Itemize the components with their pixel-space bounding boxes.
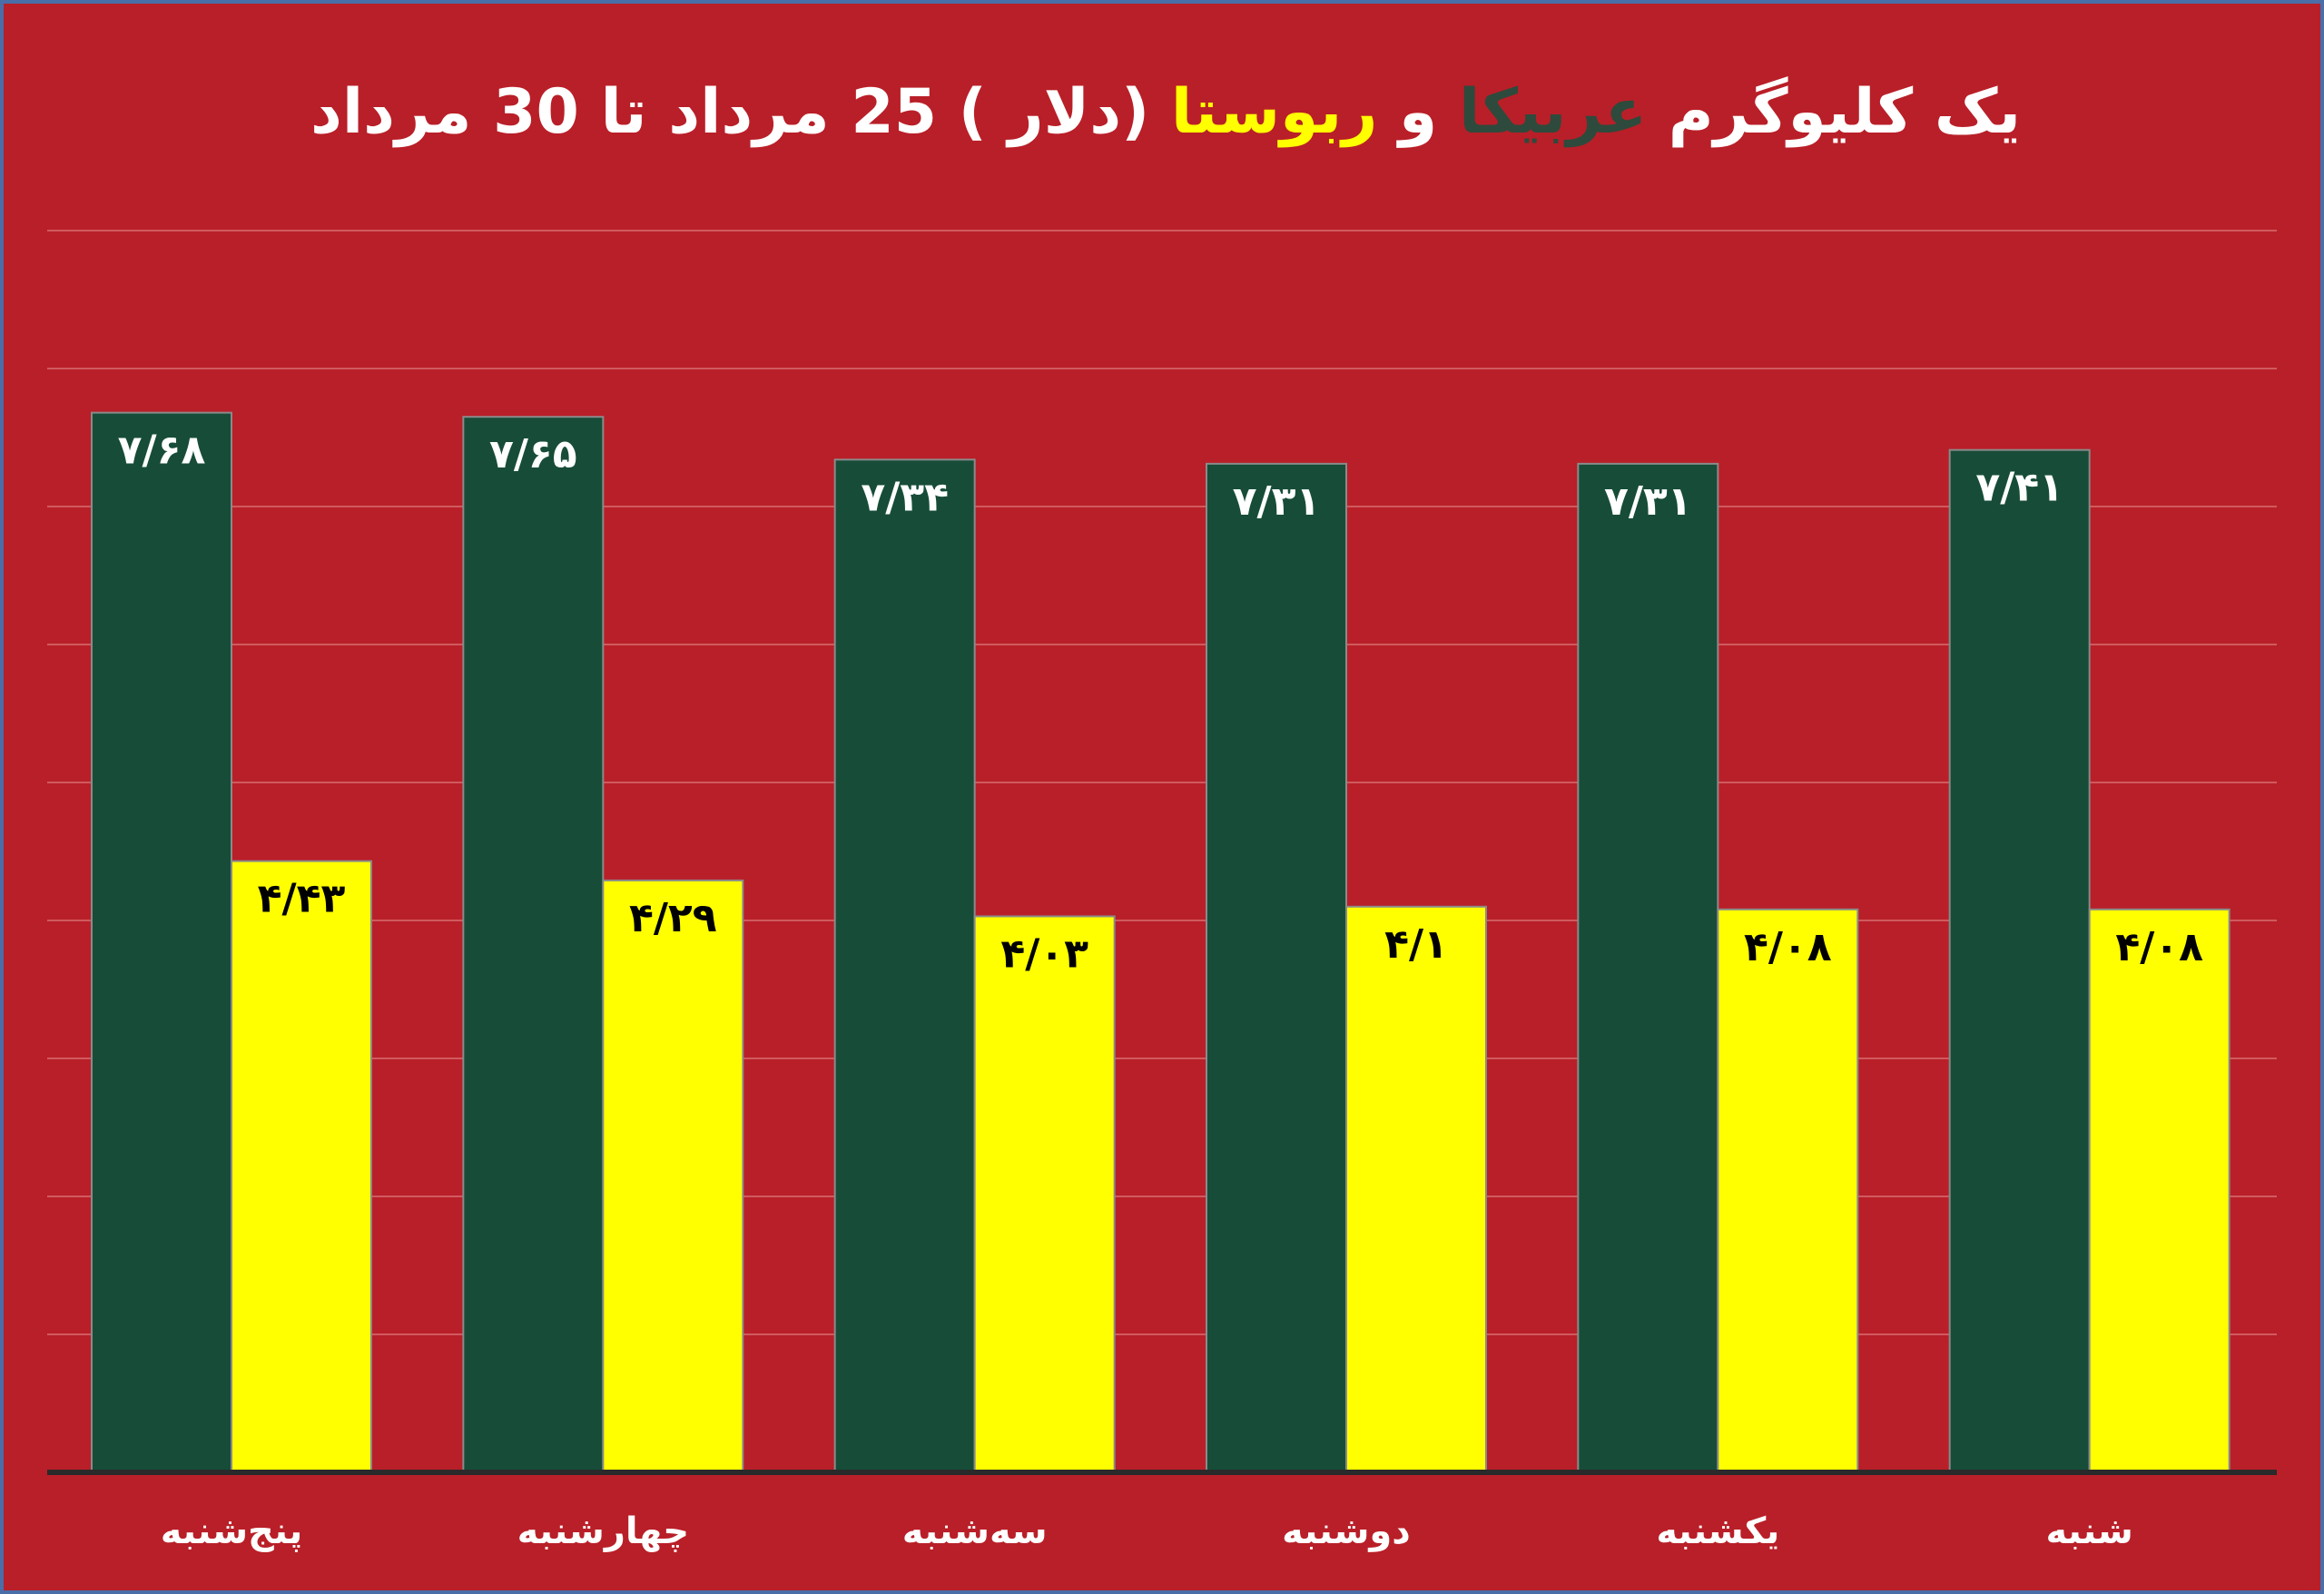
data-label-robusta: ۴/۴۳ xyxy=(258,876,346,922)
gridlines xyxy=(47,230,2277,1335)
data-label-arabica: ۷/۶۸ xyxy=(118,428,206,474)
data-label-robusta: ۴/۲۹ xyxy=(629,895,717,941)
bar-arabica xyxy=(1206,462,1347,1473)
bar-arabica xyxy=(1948,448,2091,1473)
bar-robusta xyxy=(602,879,744,1473)
data-label-robusta: ۴/۰۸ xyxy=(2115,924,2203,970)
x-tick-label: چهارشنبه xyxy=(517,1510,690,1552)
bar-robusta xyxy=(231,860,372,1473)
x-tick-label: شنبه xyxy=(2046,1510,2133,1552)
data-labels: ۷/۶۸ ۴/۴۳ ۷/۶۵ ۴/۲۹ ۷/۳۴ ۴/۰۳ ۷/۳۱ ۴/۱ ۷/۳۱ ۴/۰۸ ۷… xyxy=(118,428,2203,978)
x-tick-label: سه‌شنبه xyxy=(902,1510,1048,1552)
x-tick-label: یکشنبه xyxy=(1656,1510,1779,1552)
bar-robusta xyxy=(2088,908,2230,1473)
bar-robusta xyxy=(1345,905,1487,1473)
data-label-arabica: ۷/۶۵ xyxy=(489,431,577,477)
data-label-robusta: ۴/۰۸ xyxy=(1744,924,1832,970)
bar-arabica xyxy=(1577,462,1719,1473)
data-label-arabica: ۷/۳۱ xyxy=(1233,478,1321,525)
title-arabica-word: عربیکا xyxy=(1459,76,1648,148)
bars xyxy=(91,411,2230,1474)
data-label-arabica: ۷/۳۱ xyxy=(1604,478,1692,525)
title-part-2: و xyxy=(1377,76,1459,148)
data-label-arabica: ۷/۴۱ xyxy=(1975,465,2063,511)
chart-title: یک کلیوگرم عربیکا و ربوستا (دلار ) 25 مر… xyxy=(4,67,2324,158)
bar-robusta xyxy=(973,915,1116,1473)
x-tick-label: دوشنبه xyxy=(1282,1510,1411,1552)
bar-arabica xyxy=(462,416,605,1474)
data-label-robusta: ۴/۰۳ xyxy=(1000,930,1088,977)
title-part-1: یک کلیوگرم xyxy=(1647,76,2022,148)
x-tick-label: پنج‌شنبه xyxy=(161,1510,302,1552)
data-label-robusta: ۴/۱ xyxy=(1384,921,1448,968)
data-label-arabica: ۷/۳۴ xyxy=(861,474,949,520)
bar-robusta xyxy=(1717,908,1859,1473)
title-part-3: (دلار ) 25 مرداد تا 30 مرداد xyxy=(310,76,1171,148)
bar-arabica xyxy=(91,411,232,1473)
title-robusta-word: ربوستا xyxy=(1170,76,1378,148)
bar-arabica xyxy=(833,458,976,1474)
x-axis: پنج‌شنبه چهارشنبه سه‌شنبه دوشنبه یکشنبه شنبه xyxy=(47,1470,2277,1552)
